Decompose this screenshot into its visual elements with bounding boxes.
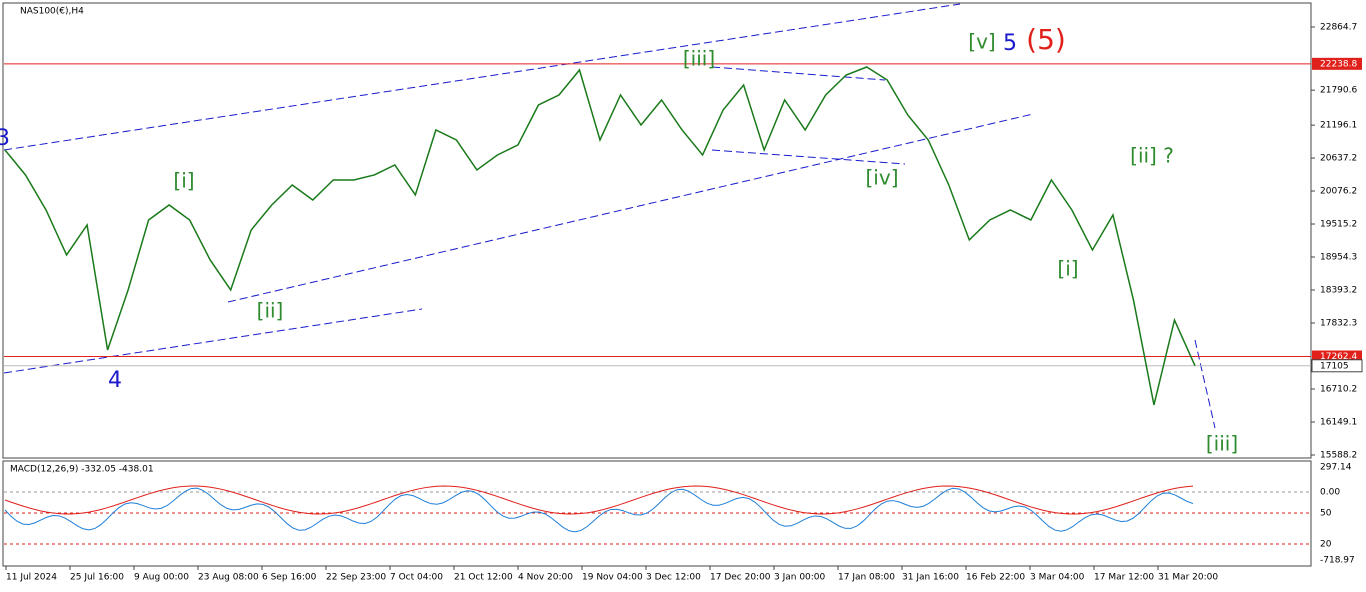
x-tick-label: 9 Aug 00:00 — [134, 573, 189, 583]
current-label: 17105 — [1320, 361, 1349, 371]
y-tick-label: 15588.2 — [1320, 450, 1357, 460]
x-tick-label: 11 Jul 2024 — [6, 573, 57, 583]
x-tick-label: 17 Dec 20:00 — [710, 573, 771, 583]
trendlines — [3, 3, 1216, 429]
macd-tick-label: -718.97 — [1320, 556, 1355, 566]
x-tick-label: 17 Jan 08:00 — [838, 573, 895, 583]
x-tick-label: 25 Jul 16:00 — [70, 573, 124, 583]
x-tick-label: 4 Nov 20:00 — [518, 573, 573, 583]
y-tick-label: 21196.1 — [1320, 121, 1357, 131]
wave-label: [iv] — [866, 166, 899, 190]
y-tick-label: 22864.7 — [1320, 23, 1357, 33]
x-tick-label: 23 Aug 08:00 — [198, 573, 259, 583]
wave-label: 4 — [108, 368, 122, 393]
x-tick-label: 21 Oct 12:00 — [454, 573, 513, 583]
wave-label: [v] — [968, 30, 995, 54]
macd-tick-label: 50 — [1320, 509, 1332, 519]
x-tick-label: 16 Feb 22:00 — [966, 573, 1025, 583]
wave-label: (5) — [1026, 23, 1066, 56]
level-tag — [1312, 57, 1362, 70]
y-tick-label: 18954.3 — [1320, 253, 1357, 263]
x-tick-label: 6 Sep 16:00 — [262, 573, 317, 583]
wave-label: [i] — [1057, 257, 1078, 281]
price-line — [4, 66, 1196, 406]
wave-label: [ii] ? — [1130, 144, 1174, 168]
wave-label: [i] — [173, 169, 194, 193]
wave-label: 5 — [1003, 31, 1017, 56]
macd-tick-label: 20 — [1320, 540, 1332, 550]
x-tick-label: 3 Mar 04:00 — [1030, 573, 1085, 583]
y-tick-label: 16149.1 — [1320, 417, 1357, 427]
chart-title: NAS100(€),H4 — [20, 7, 84, 17]
y-tick-label: 16710.2 — [1320, 384, 1357, 394]
x-tick-label: 31 Mar 20:00 — [1158, 573, 1218, 583]
x-tick-label: 7 Oct 04:00 — [390, 573, 443, 583]
wave-label: 3 — [0, 126, 10, 151]
macd-tick-label: 297.14 — [1320, 463, 1352, 473]
level-label: 17262.4 — [1320, 352, 1357, 362]
level-label: 22238.8 — [1320, 59, 1357, 69]
x-tick-label: 22 Sep 23:00 — [326, 573, 386, 583]
y-tick-label: 17832.3 — [1320, 318, 1357, 328]
macd-tick-label: 0.00 — [1320, 488, 1340, 498]
wave-label: [iii] — [1206, 432, 1238, 456]
wave-label: [ii] — [257, 299, 284, 323]
main-panel — [2, 2, 1312, 459]
x-tick-label: 19 Nov 04:00 — [582, 573, 643, 583]
y-tick-label: 18393.2 — [1320, 286, 1357, 296]
current-tag — [1311, 359, 1363, 373]
wave-label: [iii] — [683, 47, 715, 71]
y-tick-label: 21790.6 — [1320, 86, 1357, 96]
macd-signal — [4, 485, 1194, 515]
x-tick-label: 17 Mar 12:00 — [1094, 573, 1154, 583]
macd-title: MACD(12,26,9) -332.05 -438.01 — [10, 465, 154, 475]
x-tick-label: 3 Dec 12:00 — [646, 573, 701, 583]
macd-main — [4, 487, 1194, 533]
x-tick-label: 3 Jan 00:00 — [774, 573, 826, 583]
y-tick-label: 19515.2 — [1320, 220, 1357, 230]
y-tick-label: 20637.2 — [1320, 154, 1357, 164]
y-tick-label: 20076.2 — [1320, 187, 1357, 197]
x-tick-label: 31 Jan 16:00 — [902, 573, 959, 583]
